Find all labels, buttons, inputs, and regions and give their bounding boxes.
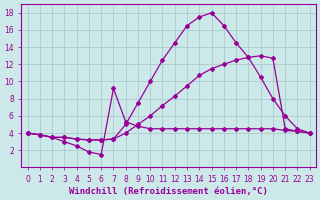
X-axis label: Windchill (Refroidissement éolien,°C): Windchill (Refroidissement éolien,°C) bbox=[69, 187, 268, 196]
